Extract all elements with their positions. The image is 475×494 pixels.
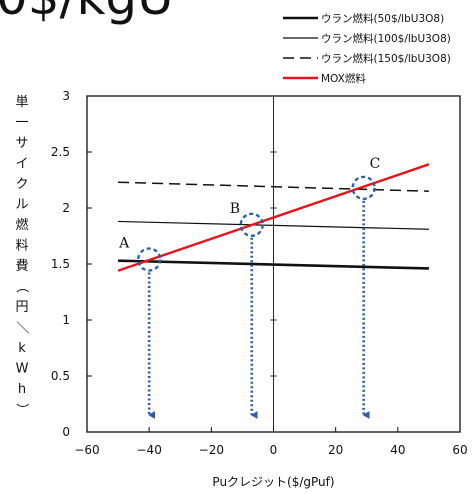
marker-circle-A: [137, 247, 162, 272]
y-axis-label-char: 料: [15, 239, 28, 254]
point-label-B: B: [230, 201, 240, 217]
legend-label-3: MOX燃料: [321, 72, 366, 85]
y-axis-label-char: 一: [15, 116, 28, 131]
y-tick-label: 3: [62, 89, 70, 103]
y-axis-label-char: ク: [15, 177, 28, 192]
x-tick-label: −40: [137, 443, 162, 457]
marker-circle-C: [351, 175, 376, 200]
series-line-1: [118, 220, 429, 230]
axes: 0 0.5 1 1.5 2 2.5 3 −60 −40 −20 0 20 40 60 Puクレジット($/g…: [14, 89, 468, 489]
y-tick-label: 1: [62, 313, 70, 327]
marker-circle-B: [239, 212, 264, 237]
legend: ウラン燃料(50$/lbU3O8) ウラン燃料(100$/lbU3O8) ウラン燃料…: [283, 12, 451, 85]
y-tick-label: 2.5: [51, 145, 70, 159]
y-axis-label-char: イ: [15, 157, 28, 172]
series-line-2: [118, 181, 429, 192]
point-label-A: A: [118, 236, 130, 252]
y-tick-label: 1.5: [51, 257, 70, 271]
y-axis-label-char: （: [14, 280, 29, 293]
page-title: 0$/kgU: [0, 0, 174, 26]
x-tick-label: −20: [199, 443, 224, 457]
y-axis-label-char: 燃: [15, 217, 28, 233]
y-axis-label-char: W: [16, 362, 29, 377]
legend-label-2: ウラン燃料(150$/lbU3O8): [321, 52, 451, 65]
y-axis-label-char: k: [18, 341, 26, 356]
x-tick-label: 40: [390, 443, 405, 457]
y-tick-label: 0: [62, 425, 70, 439]
y-axis-label-char: ／: [14, 321, 29, 334]
y-axis-label-char: 単: [15, 94, 28, 110]
legend-label-1: ウラン燃料(100$/lbU3O8): [321, 32, 451, 45]
series-line-0: [118, 259, 429, 270]
y-axis-label-char: 円: [15, 300, 28, 315]
annotations: A B C: [118, 156, 381, 419]
x-tick-label: 0: [270, 443, 278, 457]
y-axis-label-char: 費: [15, 259, 28, 274]
y-axis-label-char: h: [18, 382, 26, 397]
x-axis-label: Puクレジット($/gPuf): [212, 475, 334, 489]
point-label-C: C: [370, 156, 381, 172]
y-axis-label-char: ル: [15, 198, 28, 213]
y-tick-label: 0.5: [51, 369, 70, 383]
series-line-3: [117, 163, 430, 272]
y-axis-label-char: ）: [14, 403, 29, 416]
series-lines: [117, 163, 430, 272]
y-tick-label: 2: [62, 201, 70, 215]
x-tick-label: −60: [74, 443, 99, 457]
legend-label-0: ウラン燃料(50$/lbU3O8): [321, 12, 444, 25]
x-tick-label: 60: [452, 443, 467, 457]
x-tick-label: 20: [328, 443, 343, 457]
y-axis-label-char: サ: [15, 136, 28, 151]
